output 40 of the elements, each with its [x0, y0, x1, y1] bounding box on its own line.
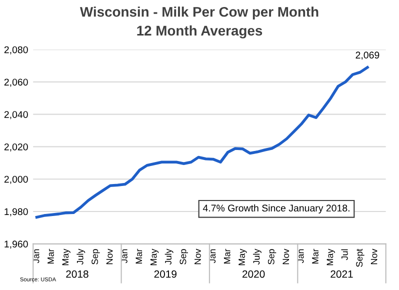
- text: 2020: [242, 270, 265, 278]
- x-tick-label: Mar: [312, 248, 318, 264]
- x-tick-label: Mar: [48, 248, 54, 264]
- x-tick-label: Jan: [209, 249, 216, 264]
- x-tick-label: Sep: [268, 249, 276, 264]
- y-tick-label: 1,980: [4, 208, 28, 216]
- x-tick-label: May: [238, 248, 247, 266]
- line-series: [35, 66, 369, 219]
- x-tick-label: Nov: [370, 248, 378, 264]
- x-tick-label: Nov: [282, 248, 290, 264]
- x-tick-label: Mar: [224, 248, 230, 264]
- text: 2021: [330, 270, 353, 278]
- annotation: 4.7% Growth Since January 2018.: [202, 204, 350, 214]
- y-tick-label: 2,000: [4, 176, 28, 184]
- x-tick-label: July: [76, 248, 86, 265]
- y-tick-label: 2,020: [4, 143, 28, 152]
- text: 2018: [66, 270, 88, 278]
- text: 2019: [154, 270, 176, 278]
- x-tick-label: May: [62, 248, 70, 266]
- x-tick-label: July: [253, 248, 262, 265]
- x-tick-label: Jul: [341, 249, 348, 260]
- x-tick-label: Nov: [194, 248, 201, 264]
- chart-title: Wisconsin - Milk Per Cow per Month: [80, 6, 318, 20]
- x-tick-label: Sep: [92, 249, 100, 264]
- x-tick-label: Mar: [136, 248, 142, 264]
- x-tick-label: July: [164, 248, 174, 265]
- chart-subtitle: 12 Month Averages: [137, 25, 262, 38]
- y-tick-label: 2,060: [4, 78, 28, 87]
- data-label: 2,069: [356, 52, 380, 60]
- x-tick-label: Sep: [180, 249, 188, 264]
- x-tick-label: Jan: [297, 249, 304, 264]
- x-tick-label: Jan: [121, 249, 128, 264]
- y-tick-label: 2,040: [4, 111, 28, 120]
- x-tick-label: May: [326, 248, 335, 266]
- y-tick-label: 2,080: [4, 46, 28, 54]
- x-tick-label: Nov: [106, 248, 113, 264]
- x-tick-label: May: [150, 248, 159, 266]
- x-tick-label: Jan: [32, 249, 40, 264]
- x-tick-label: Sept: [356, 248, 364, 267]
- y-tick-label: 1,960: [4, 240, 28, 249]
